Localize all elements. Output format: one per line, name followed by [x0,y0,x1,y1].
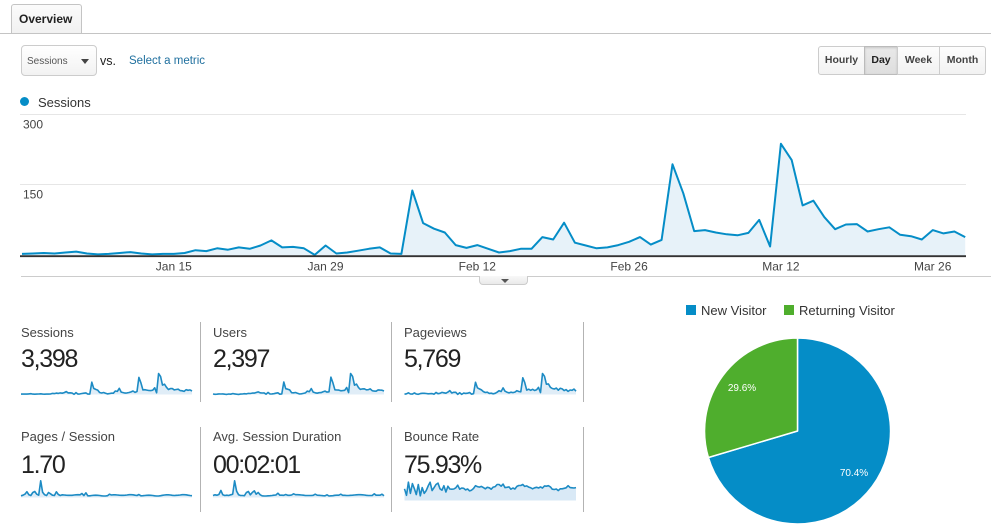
svg-text:Feb 12: Feb 12 [459,260,497,274]
svg-text:Jan 15: Jan 15 [156,260,192,274]
svg-text:Mar 12: Mar 12 [762,260,800,274]
svg-text:150: 150 [23,188,43,202]
svg-text:Mar 26: Mar 26 [914,260,952,274]
svg-text:70.4%: 70.4% [840,468,868,479]
svg-text:Feb 26: Feb 26 [610,260,648,274]
svg-text:300: 300 [23,118,43,132]
svg-text:29.6%: 29.6% [728,383,756,394]
svg-text:Jan 29: Jan 29 [307,260,343,274]
